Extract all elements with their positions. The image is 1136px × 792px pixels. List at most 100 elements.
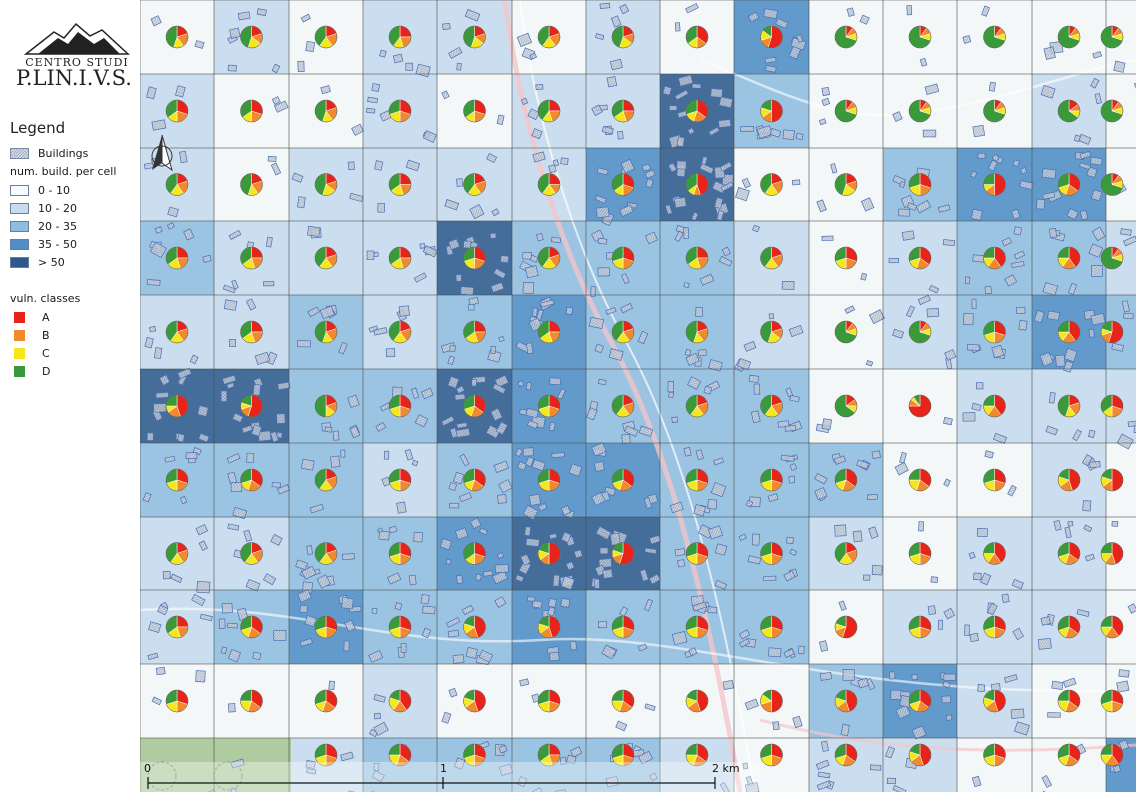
vulnerability-pie[interactable] [165, 394, 189, 418]
vulnerability-pie[interactable] [388, 743, 412, 767]
vulnerability-pie[interactable] [240, 394, 263, 418]
vulnerability-pie[interactable] [908, 542, 932, 565]
vulnerability-pie[interactable] [240, 99, 263, 123]
vulnerability-pie[interactable] [537, 689, 561, 713]
vulnerability-pie[interactable] [463, 320, 486, 344]
vulnerability-pie[interactable] [537, 743, 561, 767]
vulnerability-pie[interactable] [760, 99, 783, 123]
vulnerability-pie[interactable] [1100, 468, 1124, 492]
vulnerability-pie[interactable] [463, 25, 486, 49]
vulnerability-pie[interactable] [685, 394, 709, 418]
vulnerability-pie[interactable] [388, 320, 412, 344]
vulnerability-pie[interactable] [611, 320, 635, 344]
vulnerability-pie[interactable] [983, 320, 1006, 344]
vulnerability-pie[interactable] [314, 25, 338, 49]
vulnerability-pie[interactable] [685, 468, 709, 492]
vulnerability-pie[interactable] [1057, 743, 1081, 767]
vulnerability-pie[interactable] [165, 320, 189, 344]
vulnerability-pie[interactable] [537, 246, 561, 270]
vulnerability-pie[interactable] [685, 743, 709, 767]
vulnerability-pie[interactable] [1100, 99, 1124, 123]
vulnerability-pie[interactable] [1057, 468, 1081, 492]
vulnerability-pie[interactable] [908, 394, 932, 418]
vulnerability-pie[interactable] [1100, 542, 1124, 565]
vulnerability-pie[interactable] [537, 394, 561, 418]
vulnerability-pie[interactable] [1057, 394, 1081, 418]
vulnerability-pie[interactable] [685, 25, 709, 49]
vulnerability-pie[interactable] [388, 615, 412, 639]
vulnerability-pie[interactable] [240, 615, 263, 639]
vulnerability-pie[interactable] [685, 615, 709, 639]
vulnerability-pie[interactable] [760, 394, 783, 418]
vulnerability-pie[interactable] [314, 246, 338, 270]
vulnerability-pie[interactable] [314, 615, 338, 639]
vulnerability-pie[interactable] [685, 320, 709, 344]
vulnerability-pie[interactable] [611, 173, 635, 196]
vulnerability-pie[interactable] [908, 173, 932, 196]
vulnerability-pie[interactable] [1057, 689, 1081, 713]
vulnerability-pie[interactable] [240, 468, 263, 492]
vulnerability-pie[interactable] [240, 320, 263, 344]
vulnerability-pie[interactable] [314, 320, 338, 344]
vulnerability-pie[interactable] [611, 468, 635, 492]
vulnerability-pie[interactable] [834, 689, 858, 713]
vulnerability-pie[interactable] [240, 173, 263, 196]
vulnerability-pie[interactable] [463, 743, 486, 767]
vulnerability-pie[interactable] [760, 173, 783, 196]
vulnerability-pie[interactable] [314, 542, 338, 565]
vulnerability-pie[interactable] [760, 246, 783, 270]
vulnerability-pie[interactable] [760, 615, 783, 639]
vulnerability-pie[interactable] [537, 99, 561, 123]
vulnerability-pie[interactable] [983, 394, 1006, 418]
vulnerability-pie[interactable] [908, 743, 932, 767]
vulnerability-pie[interactable] [1100, 394, 1124, 418]
vulnerability-pie[interactable] [908, 615, 932, 639]
vulnerability-pie[interactable] [1100, 743, 1124, 767]
vulnerability-pie[interactable] [834, 320, 858, 344]
vulnerability-pie[interactable] [463, 689, 486, 713]
vulnerability-pie[interactable] [908, 320, 932, 344]
vulnerability-pie[interactable] [983, 99, 1006, 123]
vulnerability-pie[interactable] [388, 173, 412, 196]
vulnerability-pie[interactable] [611, 615, 635, 639]
vulnerability-pie[interactable] [240, 542, 263, 565]
vulnerability-pie[interactable] [1057, 25, 1081, 49]
vulnerability-pie[interactable] [1057, 99, 1081, 123]
vulnerability-pie[interactable] [685, 173, 709, 196]
vulnerability-pie[interactable] [537, 468, 561, 492]
vulnerability-pie[interactable] [611, 246, 635, 270]
vulnerability-pie[interactable] [1100, 246, 1124, 270]
vulnerability-pie[interactable] [388, 394, 412, 418]
vulnerability-pie[interactable] [314, 394, 338, 418]
vulnerability-pie[interactable] [537, 542, 561, 565]
vulnerability-pie[interactable] [983, 468, 1006, 492]
vulnerability-pie[interactable] [314, 99, 338, 123]
vulnerability-pie[interactable] [463, 246, 486, 270]
vulnerability-pie[interactable] [983, 173, 1006, 196]
vulnerability-pie[interactable] [834, 468, 858, 492]
vulnerability-pie[interactable] [165, 468, 189, 492]
vulnerability-pie[interactable] [611, 25, 635, 49]
vulnerability-pie[interactable] [983, 615, 1006, 639]
vulnerability-pie[interactable] [908, 25, 932, 49]
vulnerability-pie[interactable] [983, 542, 1006, 565]
vulnerability-pie[interactable] [165, 542, 189, 565]
vulnerability-pie[interactable] [834, 25, 858, 49]
vulnerability-pie[interactable] [537, 320, 561, 344]
vulnerability-pie[interactable] [685, 99, 709, 123]
vulnerability-pie[interactable] [834, 743, 858, 767]
vulnerability-pie[interactable] [388, 468, 412, 492]
vulnerability-pie[interactable] [1057, 246, 1081, 270]
vulnerability-pie[interactable] [165, 173, 189, 196]
vulnerability-pie[interactable] [760, 542, 783, 565]
vulnerability-pie[interactable] [611, 542, 635, 565]
vulnerability-pie[interactable] [1100, 615, 1124, 639]
vulnerability-pie[interactable] [537, 173, 561, 196]
vulnerability-pie[interactable] [1057, 615, 1081, 639]
vulnerability-pie[interactable] [760, 743, 783, 767]
vulnerability-pie[interactable] [388, 689, 412, 713]
vulnerability-pie[interactable] [537, 615, 561, 639]
vulnerability-pie[interactable] [1057, 320, 1081, 344]
vulnerability-pie[interactable] [1100, 320, 1124, 344]
vulnerability-pie[interactable] [834, 394, 858, 418]
